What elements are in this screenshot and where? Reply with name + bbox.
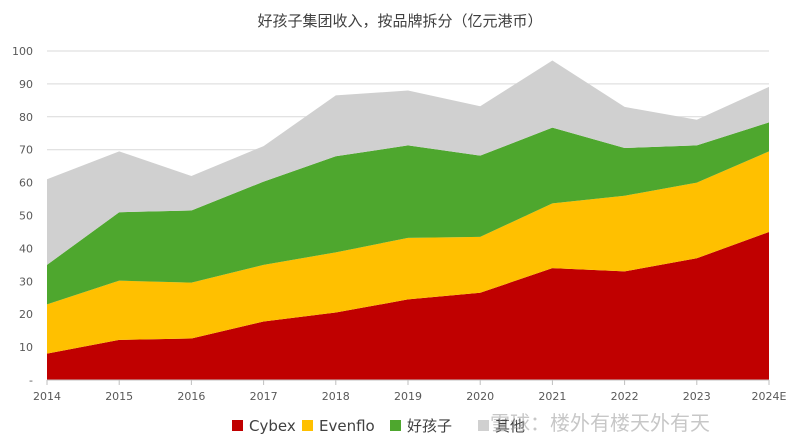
watermark: 雪球：楼外有楼天外有天: [490, 411, 710, 435]
y-tick-label: 50: [19, 210, 33, 223]
x-tick-label: 2017: [250, 390, 278, 403]
x-tick-label: 2023: [683, 390, 711, 403]
legend-label: Cybex: [249, 417, 296, 435]
y-tick-label: -: [29, 374, 33, 387]
y-tick-label: 90: [19, 78, 33, 91]
area-Cybex: [47, 231, 769, 380]
y-tick-label: 30: [19, 275, 33, 288]
y-tick-label: 80: [19, 111, 33, 124]
x-tick-label: 2021: [538, 390, 566, 403]
legend-swatch: [478, 420, 489, 431]
legend-label: 其他: [495, 417, 525, 435]
y-tick-label: 100: [12, 45, 33, 58]
legend-item-好孩子: 好孩子: [390, 417, 452, 435]
legend-label: 好孩子: [407, 417, 452, 435]
y-tick-label: 60: [19, 177, 33, 190]
axes: - 10 20 30 40 50 60 70 80 90 100 2014 2015 2016 2017 20…: [12, 45, 787, 403]
x-tick-label: 2020: [466, 390, 494, 403]
x-tick-label: 2024E: [752, 390, 787, 403]
x-tick-label: 2014: [33, 390, 61, 403]
area-好孩子: [47, 122, 769, 305]
legend-item-其他: 其他: [478, 417, 525, 435]
legend-item-Cybex: Cybex: [232, 417, 296, 435]
y-tick-label: 10: [19, 341, 33, 354]
x-tick-label: 2018: [322, 390, 350, 403]
legend-item-Evenflo: Evenflo: [302, 417, 375, 435]
legend-label: Evenflo: [319, 417, 375, 435]
legend: Cybex Evenflo 好孩子 其他: [232, 417, 525, 435]
legend-swatch: [302, 420, 313, 431]
y-tick-label: 20: [19, 308, 33, 321]
legend-swatch: [390, 420, 401, 431]
y-tick-label: 40: [19, 242, 33, 255]
chart-title: 好孩子集团收入，按品牌拆分（亿元港币）: [257, 12, 542, 30]
x-tick-label: 2015: [105, 390, 133, 403]
plot-areas: [47, 60, 769, 380]
watermark-text: 雪球：楼外有楼天外有天: [490, 411, 710, 435]
legend-swatch: [232, 420, 243, 431]
x-tick-label: 2019: [394, 390, 422, 403]
area-Evenflo: [47, 151, 769, 354]
y-tick-label: 70: [19, 144, 33, 157]
x-tick-label: 2016: [177, 390, 205, 403]
x-tick-label: 2022: [611, 390, 639, 403]
area-其他: [47, 60, 769, 265]
